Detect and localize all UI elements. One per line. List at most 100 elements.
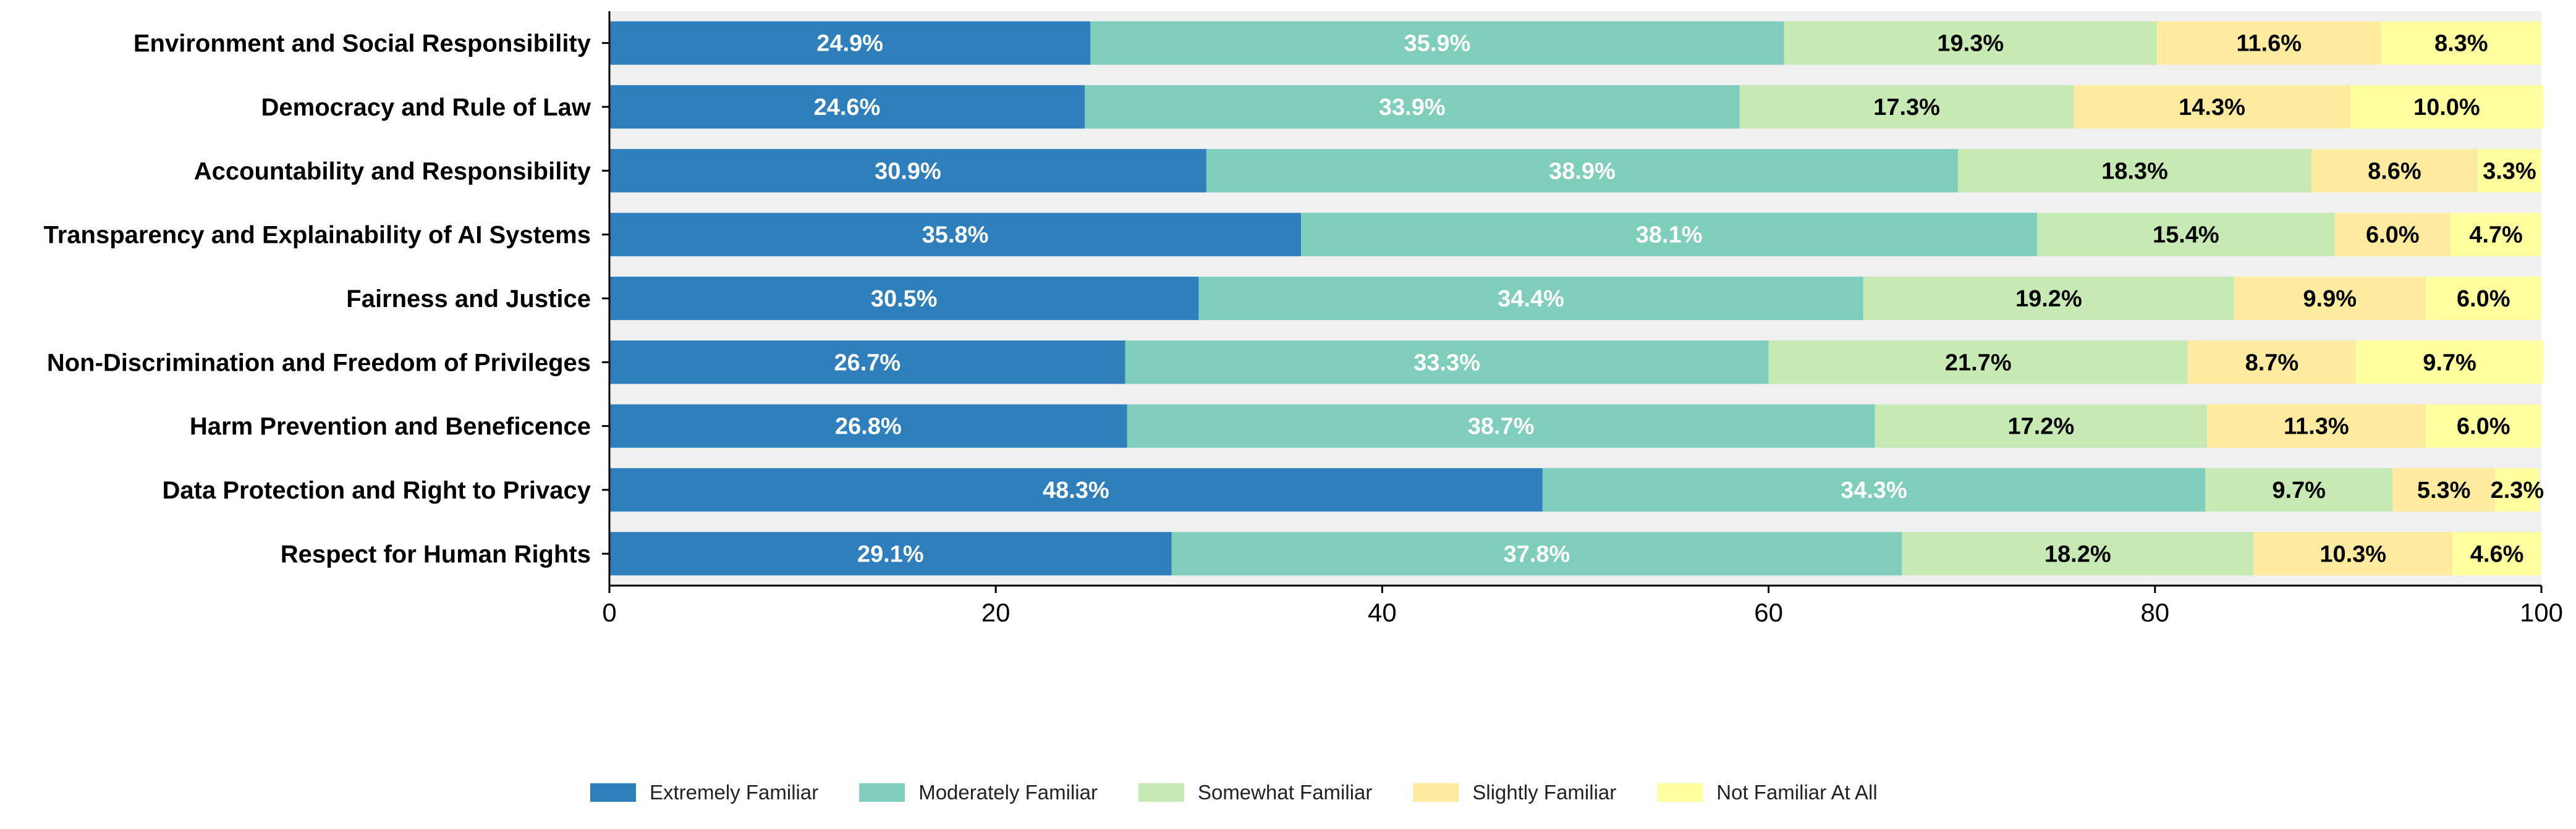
bar-value-label: 15.4% [2153, 222, 2219, 248]
bar-value-label: 9.7% [2423, 350, 2476, 376]
bar-segment [2187, 340, 2356, 384]
legend-label: Slightly Familiar [1472, 781, 1616, 804]
bar-value-label: 19.2% [2015, 286, 2082, 312]
bar-value-label: 29.1% [857, 541, 924, 567]
x-tick-label: 60 [1754, 598, 1783, 627]
bar-value-label: 8.7% [2245, 350, 2299, 376]
bar-value-label: 9.7% [2272, 478, 2326, 503]
bar-segment [609, 468, 1543, 512]
axes: 0 20 40 60 80 100 [602, 11, 2563, 627]
category-label: Democracy and Rule of Law [261, 94, 591, 121]
bar-segment [2392, 468, 2495, 512]
legend-label: Extremely Familiar [650, 781, 818, 804]
bar-segment [609, 21, 1091, 65]
bar-segment [2207, 404, 2426, 448]
bar-segment [2334, 213, 2451, 256]
bar-segment [2355, 340, 2544, 384]
bar-value-label: 4.7% [2469, 222, 2523, 248]
bar-value-label: 33.3% [1413, 350, 1480, 376]
bar-segment [1768, 340, 2188, 384]
bar-value-label: 8.6% [2368, 158, 2421, 184]
bar-segment [609, 340, 1125, 384]
category-label: Harm Prevention and Beneficence [190, 413, 591, 440]
x-tick-label: 100 [2520, 598, 2563, 627]
legend-swatch [1138, 783, 1184, 802]
bar-segment [1084, 85, 1740, 129]
bar-segment [2494, 468, 2540, 512]
category-label: Environment and Social Responsibility [133, 30, 591, 57]
bar-value-label: 18.2% [2044, 541, 2111, 567]
category-label: Non-Discrimination and Freedom of Privil… [47, 349, 591, 376]
bar-value-label: 37.8% [1504, 541, 1570, 567]
x-tick-label: 20 [981, 598, 1010, 627]
bar-segment [2311, 149, 2478, 193]
legend: Extremely Familiar Moderately Familiar Som… [590, 781, 1878, 804]
bar-segment [1739, 85, 2074, 129]
bar-segment [2156, 21, 2381, 65]
bar-segment [2037, 213, 2335, 256]
bar-value-label: 6.0% [2457, 414, 2510, 440]
bar-value-label: 34.3% [1841, 478, 1907, 503]
category-label: Data Protection and Right to Privacy [163, 477, 591, 504]
bar-value-label: 33.9% [1379, 95, 1446, 120]
segment-value-labels: 24.9% 35.9% 19.3% 11.6% 8.3% 24.6% 33.9% 17.3% 1… [814, 31, 2544, 568]
bar-value-label: 6.0% [2457, 286, 2510, 312]
bar-segment [2074, 85, 2350, 129]
bar-value-label: 24.6% [814, 95, 881, 120]
bar-segment [1127, 404, 1875, 448]
bar-segment [609, 404, 1127, 448]
bar-value-label: 38.1% [1636, 222, 1703, 248]
bar-segment [1863, 276, 2234, 321]
bar-value-label: 30.9% [875, 158, 941, 184]
bar-segment [2381, 21, 2541, 65]
bar-value-label: 35.9% [1404, 31, 1471, 57]
x-tick-label: 40 [1368, 598, 1397, 627]
bar-value-label: 14.3% [2179, 95, 2245, 120]
bar-value-label: 30.5% [871, 286, 938, 312]
bar-segment [1301, 213, 2038, 256]
bar-segment [1090, 21, 1784, 65]
bar-segment [1902, 532, 2254, 576]
bar-value-label: 35.8% [922, 222, 989, 248]
category-label: Fairness and Justice [346, 285, 591, 313]
bar-value-label: 38.7% [1468, 414, 1535, 440]
bar-segment [609, 213, 1302, 256]
bar-value-label: 8.3% [2434, 31, 2488, 57]
bar-segment [2425, 404, 2541, 448]
bar-segment [609, 276, 1199, 321]
bar-value-label: 38.9% [1549, 158, 1616, 184]
x-tick-label: 80 [2140, 598, 2169, 627]
bar-segment [2234, 276, 2426, 321]
legend-label: Not Familiar At All [1716, 781, 1877, 804]
bar-value-label: 11.6% [2236, 31, 2302, 57]
bar-value-label: 11.3% [2284, 414, 2349, 440]
bar-value-label: 19.3% [1937, 31, 2004, 57]
bar-value-label: 26.7% [834, 350, 900, 376]
bar-value-label: 48.3% [1043, 478, 1109, 503]
bar-segment [1125, 340, 1769, 384]
bar-segment [2451, 213, 2541, 256]
legend-label: Somewhat Familiar [1198, 781, 1372, 804]
bar-segment [2253, 532, 2453, 576]
bar-segment [1957, 149, 2312, 193]
bar-value-label: 10.3% [2320, 541, 2386, 567]
bar-segment [1198, 276, 1863, 321]
legend-swatch [590, 783, 636, 802]
bar-value-label: 9.9% [2303, 286, 2357, 312]
bar-segment [609, 85, 1085, 129]
bar-value-label: 17.3% [1873, 95, 1940, 120]
bar-segment [2350, 85, 2544, 129]
bar-value-label: 21.7% [1945, 350, 2012, 376]
bar-segment [2452, 532, 2541, 576]
bar-segment [1542, 468, 2206, 512]
category-label: Accountability and Responsibility [194, 158, 591, 185]
x-tick-label: 0 [602, 598, 616, 627]
bar-value-label: 2.3% [2491, 478, 2544, 503]
bar-value-label: 24.9% [816, 31, 883, 57]
category-labels: Environment and Social Responsibility Dem… [44, 30, 591, 568]
bar-segment [1171, 532, 1902, 576]
bar-segment [609, 532, 1172, 576]
bar-segment [1206, 149, 1958, 193]
bar-value-label: 17.2% [2007, 414, 2074, 440]
